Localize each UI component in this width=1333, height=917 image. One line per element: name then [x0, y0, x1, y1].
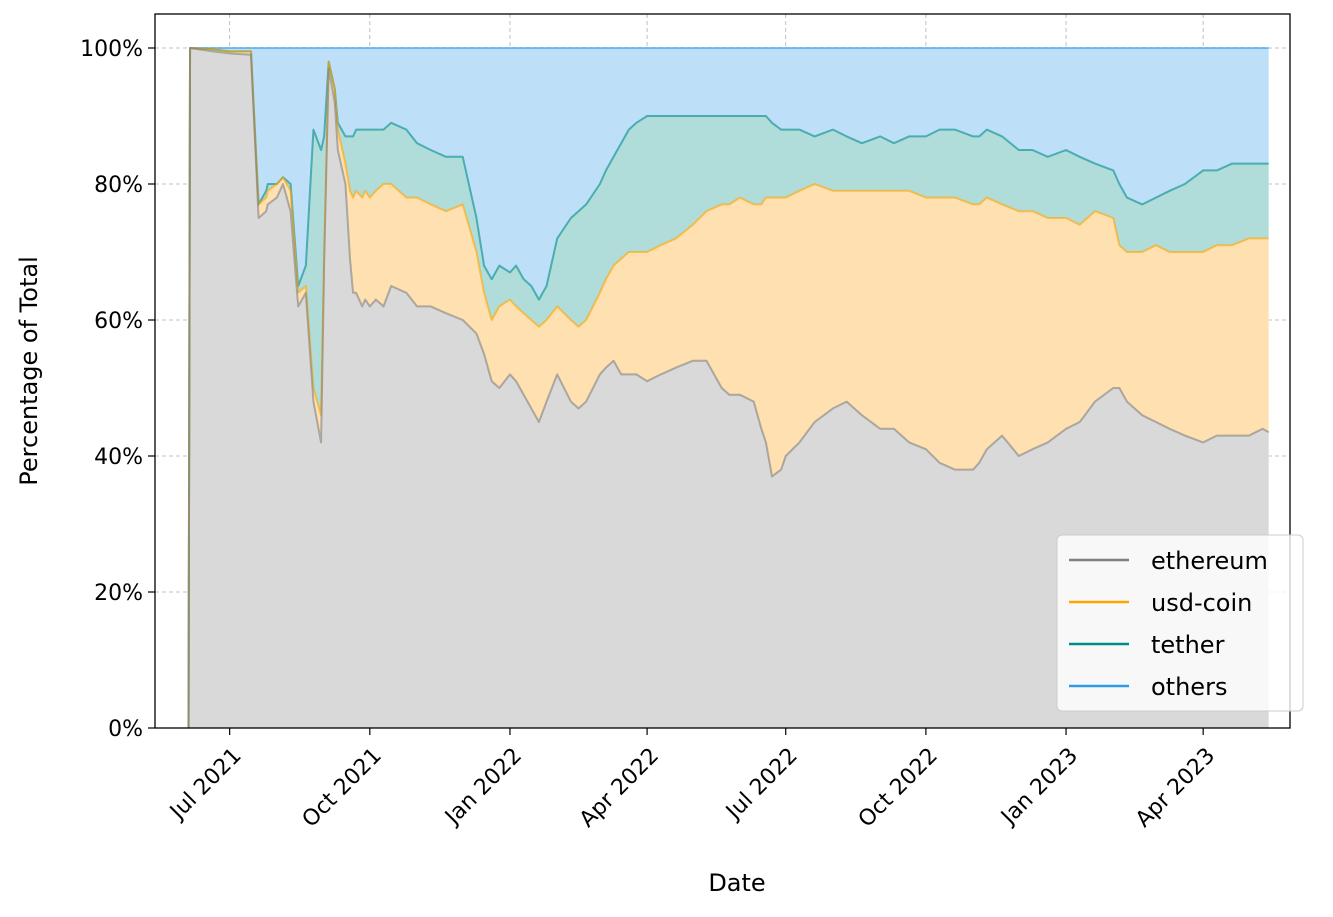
line-ethereum	[187, 47, 1270, 729]
y-tick-label: 80%	[94, 173, 143, 198]
series-lines	[187, 47, 1270, 729]
plot-area-frame	[154, 13, 1291, 729]
legend-box	[1056, 534, 1304, 712]
y-tick-label: 100%	[80, 37, 143, 62]
area-fills	[188, 48, 1269, 728]
area-usd-coin	[188, 48, 1269, 728]
line-others	[187, 47, 1269, 729]
area-tether	[188, 48, 1269, 728]
x-axis-label: Date	[708, 869, 765, 897]
legend-label-usd-coin: usd-coin	[1151, 589, 1252, 617]
y-tick-label: 40%	[94, 445, 143, 470]
legend-label-tether: tether	[1151, 631, 1225, 659]
y-axis-label: Percentage of Total	[15, 256, 43, 485]
legend: ethereum usd-coin tether others	[1056, 534, 1304, 712]
y-tick-label: 0%	[108, 717, 143, 742]
area-ethereum	[188, 48, 1269, 728]
area-others	[188, 48, 1269, 728]
legend-label-ethereum: ethereum	[1151, 547, 1268, 575]
y-tick-label: 20%	[94, 581, 143, 606]
line-usd-coin	[187, 47, 1269, 729]
y-tick-label: 60%	[94, 309, 143, 334]
y-axis-ticks: 0% 20% 40% 60% 80% 100%	[80, 37, 155, 742]
legend-label-others: others	[1151, 673, 1227, 701]
